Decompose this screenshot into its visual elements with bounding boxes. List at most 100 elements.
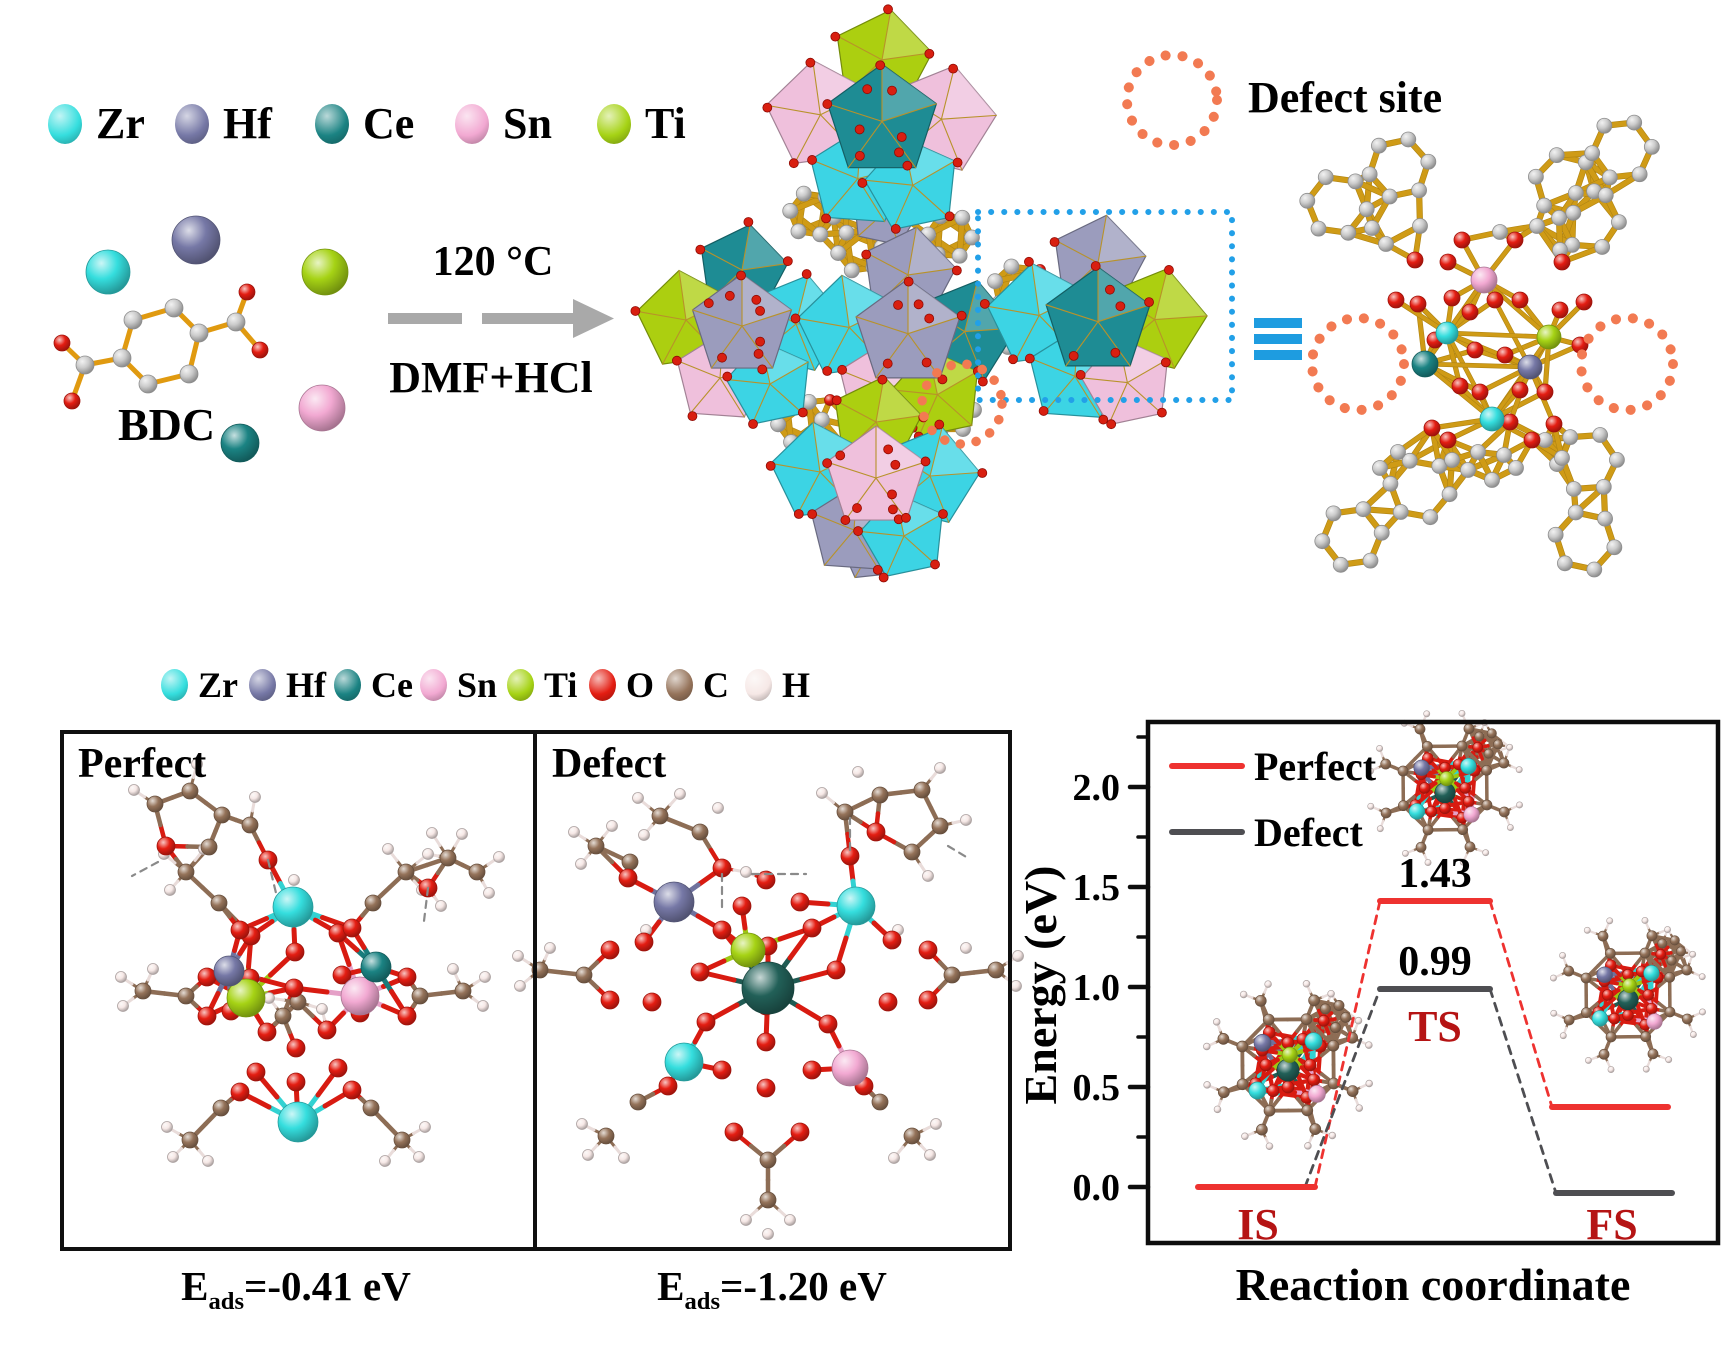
o-atom <box>342 1080 362 1100</box>
h-atom <box>288 874 300 886</box>
c-atom <box>1236 1040 1249 1053</box>
zr-atom <box>1460 758 1477 775</box>
hf-sphere-icon <box>249 669 276 701</box>
cg-atom <box>1551 210 1567 226</box>
c-atom <box>1256 1123 1268 1136</box>
h-atom <box>930 1118 942 1130</box>
cg-atom <box>1562 429 1579 446</box>
o-atom <box>1622 1009 1634 1022</box>
o-atom <box>1462 795 1475 808</box>
perfect-panel-structure <box>115 758 505 1167</box>
c-atom <box>213 806 231 824</box>
o-atom <box>1523 431 1541 449</box>
cg-atom <box>75 355 95 375</box>
zr-atom <box>1304 1032 1323 1051</box>
h-atom <box>1607 1066 1615 1073</box>
h-atom <box>1304 1142 1312 1150</box>
cg-atom <box>954 209 971 226</box>
zr-atom <box>1435 321 1459 345</box>
c-atom <box>1498 757 1510 769</box>
legend-item-label: Hf <box>286 665 326 705</box>
h-atom <box>1423 710 1431 718</box>
cg-atom <box>1470 444 1486 460</box>
h-sphere-icon <box>745 669 772 701</box>
zr-atom <box>1408 803 1426 820</box>
o-atom <box>1575 293 1593 311</box>
cg-atom <box>1431 458 1448 474</box>
h-atom <box>1506 743 1514 751</box>
h-atom <box>202 1155 214 1167</box>
o-atom <box>1317 1014 1330 1027</box>
h-atom <box>784 1214 796 1226</box>
cg-atom <box>164 298 184 318</box>
legend-item-ce: Ce <box>315 98 414 149</box>
legend-item-label: O <box>626 665 655 705</box>
c-atom <box>1380 807 1392 819</box>
cg-atom <box>1611 214 1627 230</box>
o-atom <box>1303 1058 1317 1072</box>
zr-atom <box>836 886 876 926</box>
h-atom <box>479 971 491 983</box>
c-atom <box>1346 1085 1359 1097</box>
defect-site-circle-icon <box>1576 313 1678 415</box>
c-atom <box>364 894 382 912</box>
o-atom <box>1645 1002 1658 1015</box>
defect-panel-title: Defect <box>552 741 667 787</box>
c-atom <box>1481 799 1493 811</box>
c-atom <box>1681 964 1693 976</box>
ce2-atom <box>741 961 795 1015</box>
cg-atom <box>1392 504 1409 520</box>
sn-atom <box>298 384 346 432</box>
c-atom <box>651 807 669 825</box>
cg-atom <box>1340 224 1357 241</box>
sn-sphere-icon <box>420 669 447 701</box>
h-atom <box>435 900 447 912</box>
atom-legend-item-h: H <box>745 664 810 706</box>
metal-oxo-cluster <box>762 4 998 234</box>
atoms <box>1299 114 1660 578</box>
o-atom <box>53 334 71 352</box>
h-atom <box>960 942 972 954</box>
o-atom <box>230 920 250 940</box>
o-atom <box>1439 431 1457 449</box>
atoms <box>1550 917 1706 1073</box>
c-atom <box>1330 1022 1342 1034</box>
ti-sphere-icon <box>597 103 631 144</box>
legend-item-label: Hf <box>223 99 272 148</box>
o-atom <box>284 978 304 998</box>
cg-atom <box>1401 452 1418 469</box>
c-atom <box>1301 1104 1314 1117</box>
cg-atom <box>1601 169 1618 186</box>
legend-item-hf: Hf <box>175 98 272 149</box>
h-atom <box>852 766 864 778</box>
y-tick-label: 1.5 <box>1073 867 1121 909</box>
o-atom <box>1266 1084 1280 1098</box>
c-atom <box>1486 728 1497 739</box>
hf-sphere-icon <box>175 103 209 144</box>
c-atom <box>1421 740 1433 752</box>
arrow-head-icon <box>573 299 614 338</box>
cg-atom <box>1355 501 1372 518</box>
c-atom <box>393 1131 411 1149</box>
c-atom <box>1397 765 1409 777</box>
c-sphere-icon <box>666 669 693 701</box>
ti-atom <box>1536 324 1562 350</box>
h-atom <box>147 963 159 975</box>
o-atom <box>1409 295 1427 313</box>
h-atom <box>1665 1056 1673 1064</box>
h-atom <box>1689 1031 1697 1038</box>
cg-atom <box>179 364 199 384</box>
h-atom <box>117 1000 129 1012</box>
cg-atom <box>1400 131 1417 148</box>
barrier-label-defect: 0.99 <box>1398 939 1472 985</box>
h-atom <box>1585 1056 1592 1064</box>
bdc-bonds <box>59 289 263 404</box>
cg-atom <box>1557 555 1573 572</box>
h-atom <box>712 802 724 814</box>
h-atom <box>1365 1079 1373 1088</box>
c-atom <box>1664 971 1676 983</box>
ce-sphere-icon <box>334 669 361 701</box>
c-atom <box>1498 806 1510 818</box>
cg-atom <box>1565 481 1582 497</box>
